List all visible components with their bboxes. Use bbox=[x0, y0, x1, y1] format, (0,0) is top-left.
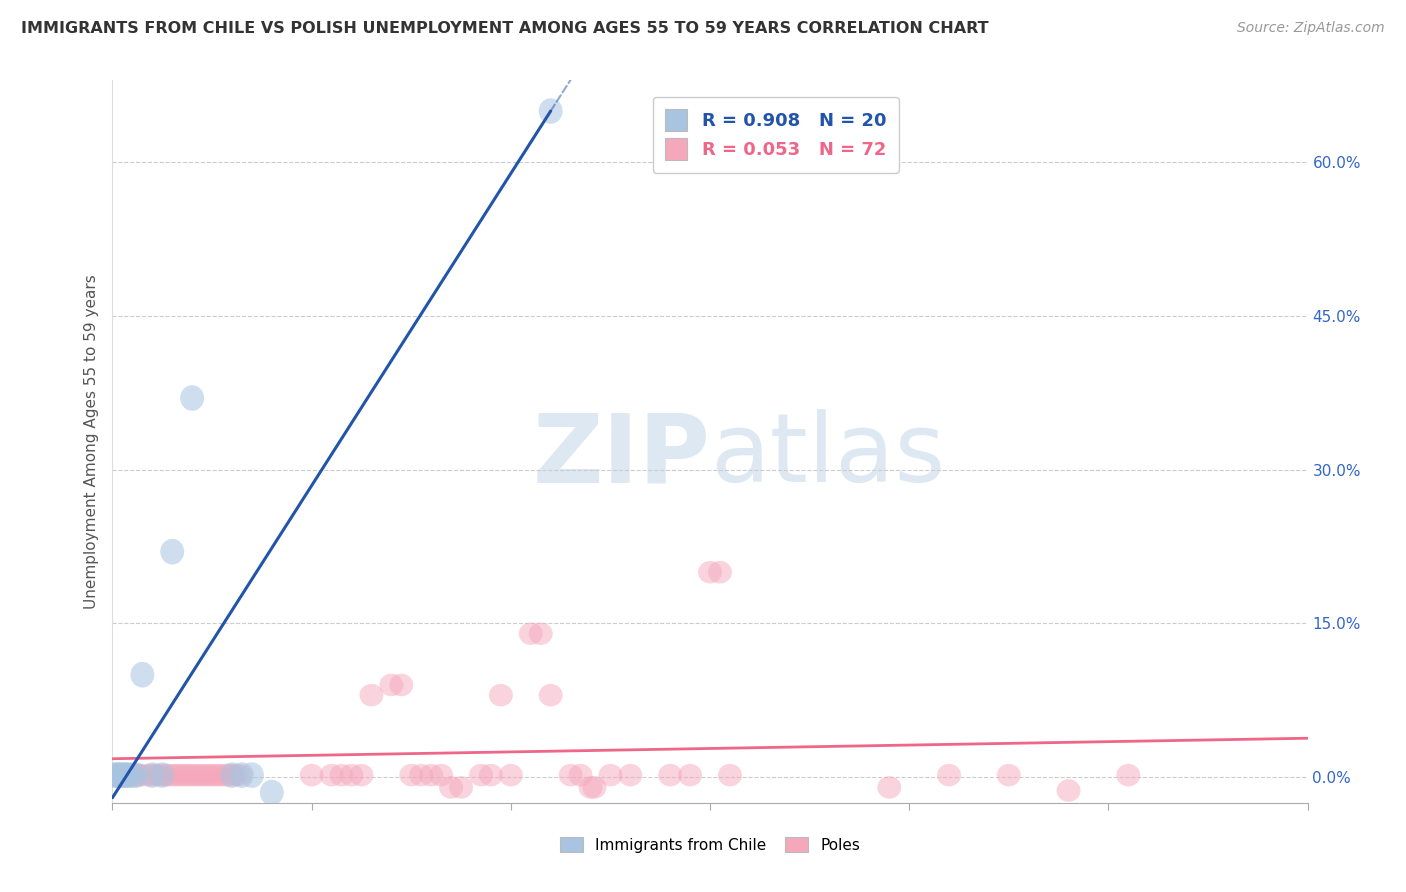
Ellipse shape bbox=[538, 98, 562, 124]
Ellipse shape bbox=[409, 764, 433, 787]
Ellipse shape bbox=[193, 764, 217, 787]
Ellipse shape bbox=[340, 764, 364, 787]
Ellipse shape bbox=[150, 763, 174, 788]
Ellipse shape bbox=[429, 764, 453, 787]
Ellipse shape bbox=[579, 776, 603, 798]
Ellipse shape bbox=[136, 764, 160, 787]
Ellipse shape bbox=[156, 764, 180, 787]
Ellipse shape bbox=[470, 764, 494, 787]
Ellipse shape bbox=[419, 764, 443, 787]
Text: atlas: atlas bbox=[710, 409, 945, 502]
Ellipse shape bbox=[103, 763, 127, 788]
Ellipse shape bbox=[350, 764, 374, 787]
Ellipse shape bbox=[180, 764, 204, 787]
Ellipse shape bbox=[619, 764, 643, 787]
Ellipse shape bbox=[141, 764, 165, 787]
Ellipse shape bbox=[240, 763, 264, 788]
Ellipse shape bbox=[149, 764, 173, 787]
Ellipse shape bbox=[489, 684, 513, 706]
Ellipse shape bbox=[529, 623, 553, 645]
Ellipse shape bbox=[121, 764, 145, 787]
Ellipse shape bbox=[360, 684, 384, 706]
Ellipse shape bbox=[599, 764, 623, 787]
Ellipse shape bbox=[399, 764, 423, 787]
Ellipse shape bbox=[112, 763, 136, 788]
Ellipse shape bbox=[519, 623, 543, 645]
Ellipse shape bbox=[141, 763, 165, 788]
Ellipse shape bbox=[997, 764, 1021, 787]
Ellipse shape bbox=[699, 561, 723, 583]
Ellipse shape bbox=[104, 764, 128, 787]
Ellipse shape bbox=[678, 764, 702, 787]
Ellipse shape bbox=[169, 764, 193, 787]
Ellipse shape bbox=[709, 561, 733, 583]
Ellipse shape bbox=[212, 764, 236, 787]
Ellipse shape bbox=[204, 764, 228, 787]
Ellipse shape bbox=[582, 776, 606, 798]
Ellipse shape bbox=[217, 764, 240, 787]
Ellipse shape bbox=[219, 763, 245, 788]
Ellipse shape bbox=[260, 780, 284, 805]
Ellipse shape bbox=[219, 764, 245, 787]
Ellipse shape bbox=[117, 763, 141, 788]
Ellipse shape bbox=[124, 764, 149, 787]
Ellipse shape bbox=[380, 673, 404, 697]
Ellipse shape bbox=[160, 764, 184, 787]
Ellipse shape bbox=[197, 764, 221, 787]
Ellipse shape bbox=[104, 763, 128, 788]
Ellipse shape bbox=[111, 763, 135, 788]
Ellipse shape bbox=[479, 764, 503, 787]
Ellipse shape bbox=[165, 764, 188, 787]
Ellipse shape bbox=[299, 764, 323, 787]
Ellipse shape bbox=[108, 763, 132, 788]
Ellipse shape bbox=[877, 776, 901, 798]
Ellipse shape bbox=[188, 764, 212, 787]
Ellipse shape bbox=[152, 764, 176, 787]
Ellipse shape bbox=[208, 764, 232, 787]
Legend: Immigrants from Chile, Poles: Immigrants from Chile, Poles bbox=[553, 829, 868, 860]
Ellipse shape bbox=[568, 764, 592, 787]
Ellipse shape bbox=[319, 764, 343, 787]
Ellipse shape bbox=[228, 764, 252, 787]
Ellipse shape bbox=[117, 764, 141, 787]
Ellipse shape bbox=[173, 764, 197, 787]
Ellipse shape bbox=[131, 764, 155, 787]
Ellipse shape bbox=[499, 764, 523, 787]
Ellipse shape bbox=[176, 764, 200, 787]
Ellipse shape bbox=[114, 764, 138, 787]
Ellipse shape bbox=[439, 776, 463, 798]
Ellipse shape bbox=[131, 662, 155, 688]
Ellipse shape bbox=[658, 764, 682, 787]
Ellipse shape bbox=[145, 764, 169, 787]
Ellipse shape bbox=[389, 673, 413, 697]
Ellipse shape bbox=[558, 764, 582, 787]
Text: ZIP: ZIP bbox=[531, 409, 710, 502]
Y-axis label: Unemployment Among Ages 55 to 59 years: Unemployment Among Ages 55 to 59 years bbox=[83, 274, 98, 609]
Ellipse shape bbox=[718, 764, 742, 787]
Ellipse shape bbox=[108, 764, 132, 787]
Ellipse shape bbox=[160, 539, 184, 565]
Ellipse shape bbox=[114, 763, 138, 788]
Ellipse shape bbox=[124, 763, 149, 788]
Ellipse shape bbox=[184, 764, 208, 787]
Ellipse shape bbox=[1116, 764, 1140, 787]
Ellipse shape bbox=[111, 764, 135, 787]
Text: Source: ZipAtlas.com: Source: ZipAtlas.com bbox=[1237, 21, 1385, 35]
Ellipse shape bbox=[127, 764, 150, 787]
Text: IMMIGRANTS FROM CHILE VS POLISH UNEMPLOYMENT AMONG AGES 55 TO 59 YEARS CORRELATI: IMMIGRANTS FROM CHILE VS POLISH UNEMPLOY… bbox=[21, 21, 988, 36]
Ellipse shape bbox=[1057, 780, 1081, 802]
Ellipse shape bbox=[224, 764, 247, 787]
Ellipse shape bbox=[180, 385, 204, 411]
Ellipse shape bbox=[231, 763, 254, 788]
Ellipse shape bbox=[121, 763, 145, 788]
Ellipse shape bbox=[538, 684, 562, 706]
Ellipse shape bbox=[107, 764, 131, 787]
Ellipse shape bbox=[107, 763, 131, 788]
Ellipse shape bbox=[938, 764, 962, 787]
Ellipse shape bbox=[103, 764, 127, 787]
Ellipse shape bbox=[449, 776, 472, 798]
Ellipse shape bbox=[112, 764, 136, 787]
Ellipse shape bbox=[200, 764, 224, 787]
Ellipse shape bbox=[329, 764, 353, 787]
